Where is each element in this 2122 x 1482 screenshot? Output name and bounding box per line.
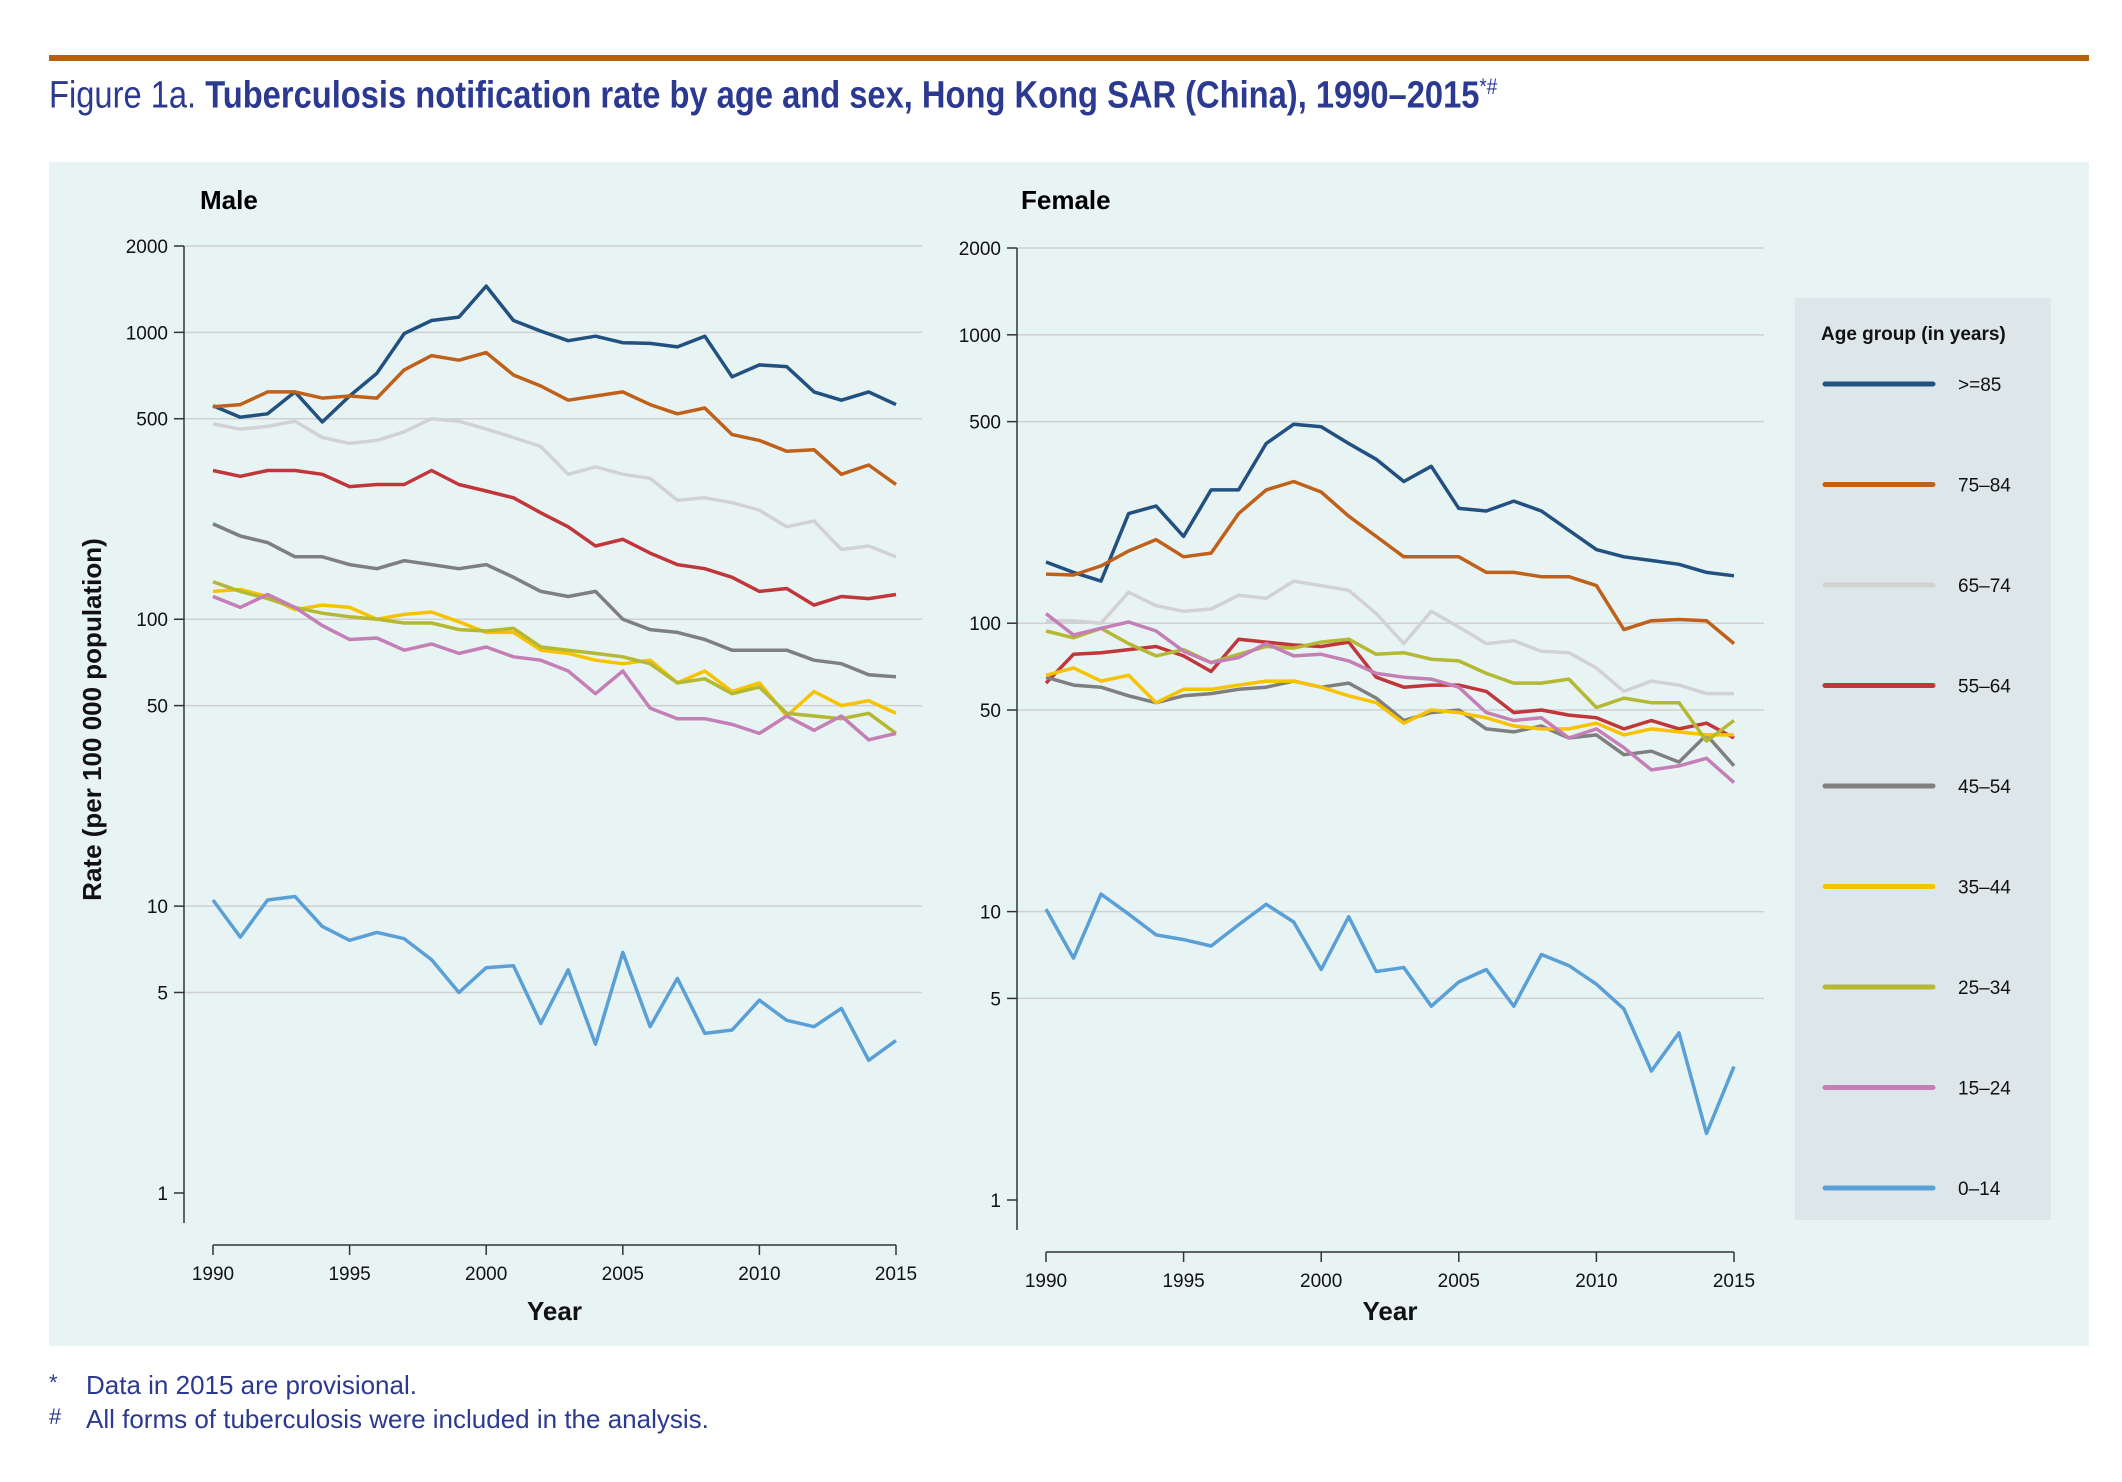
footnote-mark: # xyxy=(49,1404,62,1429)
y-tick-label: 100 xyxy=(136,610,168,631)
panel-title: Male xyxy=(200,185,258,215)
y-tick-label: 2000 xyxy=(959,239,1001,260)
x-tick-label: 2015 xyxy=(875,1264,917,1285)
series-line-female-5 xyxy=(1045,666,1734,737)
figure-label: Figure 1a. xyxy=(49,74,197,117)
x-tick-label: 2000 xyxy=(1300,1271,1342,1292)
legend-label: 45–54 xyxy=(1958,777,2011,798)
series-line-female-2 xyxy=(1046,579,1734,696)
legend-label: 65–74 xyxy=(1958,576,2011,597)
y-tick-label: 5 xyxy=(990,989,1001,1010)
x-tick-label: 1995 xyxy=(328,1264,370,1285)
x-tick-label: 2010 xyxy=(738,1264,780,1285)
series-line-male-8 xyxy=(211,894,898,1063)
series-line-male-7 xyxy=(212,592,897,742)
series-line-female-0 xyxy=(1045,422,1735,583)
figure-title-text: Tuberculosis notification rate by age an… xyxy=(205,74,1480,117)
x-axis-label: Year xyxy=(1363,1296,1418,1326)
footnote-1: * Data in 2015 are provisional. xyxy=(49,1370,417,1401)
y-tick-label: 100 xyxy=(969,614,1001,635)
title-footnote-marks: *# xyxy=(1479,74,1498,99)
legend-label: 75–84 xyxy=(1958,476,2011,497)
series-line-male-3 xyxy=(212,468,897,607)
series-line-female-3 xyxy=(1044,637,1735,740)
x-axis-label: Year xyxy=(527,1296,582,1326)
y-tick-label: 500 xyxy=(969,413,1001,434)
x-tick-label: 2015 xyxy=(1713,1271,1755,1292)
series-line-male-1 xyxy=(212,350,898,486)
x-tick-label: 1995 xyxy=(1162,1271,1204,1292)
legend-box xyxy=(1795,298,2051,1220)
x-tick-label: 2000 xyxy=(465,1264,507,1285)
legend-label: 0–14 xyxy=(1958,1179,2001,1200)
y-tick-label: 1 xyxy=(990,1191,1001,1212)
series-line-male-2 xyxy=(212,416,897,559)
series-line-male-6 xyxy=(212,580,898,735)
x-tick-label: 1990 xyxy=(1025,1271,1067,1292)
series-line-female-8 xyxy=(1044,892,1736,1136)
title-rule xyxy=(49,55,2089,61)
y-tick-label: 2000 xyxy=(126,237,168,258)
footnote-mark: * xyxy=(49,1370,58,1395)
x-tick-label: 2005 xyxy=(602,1264,644,1285)
series-line-female-7 xyxy=(1044,612,1736,784)
x-tick-label: 2005 xyxy=(1438,1271,1480,1292)
chart-panel: Male 1 5 10 50 100 500 1000 2000 1990 1995 2000 2005… xyxy=(49,162,2089,1346)
y-tick-label: 50 xyxy=(980,701,1001,722)
legend-label: 55–64 xyxy=(1958,677,2011,698)
panel-title: Female xyxy=(1021,185,1111,215)
y-tick-label: 50 xyxy=(147,697,168,718)
footnote-2: # All forms of tuberculosis were included… xyxy=(49,1404,709,1435)
y-axis-label: Rate (per 100 000 population) xyxy=(77,538,107,901)
series-line-male-4 xyxy=(212,522,897,679)
y-tick-label: 10 xyxy=(980,903,1001,924)
legend-label: 25–34 xyxy=(1958,978,2011,999)
figure-title: Figure 1a. Tuberculosis notification rat… xyxy=(49,74,1497,118)
y-tick-label: 10 xyxy=(147,897,168,918)
legend-label: 35–44 xyxy=(1958,878,2011,899)
series-line-female-1 xyxy=(1045,479,1736,645)
y-tick-label: 1000 xyxy=(126,323,168,344)
chart-svg: Male 1 5 10 50 100 500 1000 2000 1990 1995 2000 2005… xyxy=(77,185,2051,1326)
legend-label: >=85 xyxy=(1958,375,2001,396)
x-tick-label: 2010 xyxy=(1575,1271,1617,1292)
y-tick-label: 1000 xyxy=(959,326,1001,347)
y-tick-label: 1 xyxy=(157,1184,168,1205)
legend-title: Age group (in years) xyxy=(1821,324,2006,345)
y-tick-label: 500 xyxy=(136,410,168,431)
legend-label: 15–24 xyxy=(1958,1079,2011,1100)
x-tick-label: 1990 xyxy=(192,1264,234,1285)
footnote-text: All forms of tuberculosis were included … xyxy=(86,1404,709,1434)
series-line-female-6 xyxy=(1045,626,1736,743)
series-line-male-0 xyxy=(212,284,897,424)
y-tick-label: 5 xyxy=(157,983,168,1004)
footnote-text: Data in 2015 are provisional. xyxy=(86,1370,417,1400)
